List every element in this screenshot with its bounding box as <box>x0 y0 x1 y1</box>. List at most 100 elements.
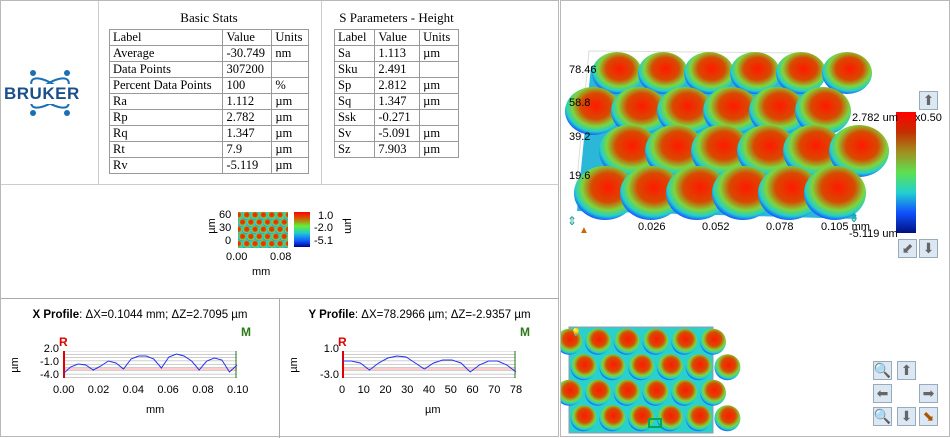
x-tick: 10 <box>357 384 370 396</box>
pan-right-button[interactable]: ➡ <box>919 384 938 403</box>
bump <box>666 166 728 220</box>
bump <box>783 125 843 177</box>
bump <box>656 354 683 381</box>
rotate-handle-icon[interactable]: ⇕ <box>567 214 578 228</box>
bump <box>804 166 866 220</box>
table-cell: µm <box>419 77 459 94</box>
table-cell: 1.113 <box>374 45 421 62</box>
x-axis-label: µm <box>425 404 441 416</box>
bump <box>684 52 734 94</box>
zoom-in-button[interactable]: 🔍 <box>873 361 892 380</box>
table-cell: 1.112 <box>222 93 273 110</box>
table-cell: Sku <box>333 61 376 78</box>
bump <box>714 405 741 432</box>
tilt-handle-icon[interactable]: ▲ <box>579 225 589 236</box>
table-cell <box>271 61 309 78</box>
table-cell: Sz <box>333 141 376 158</box>
bump <box>238 218 247 227</box>
height-map-thumbnail: µm 60 30 0 0.00 0.08 mm 1.0 -2.0 -5.1 µm <box>206 206 356 281</box>
bump <box>250 226 259 234</box>
table-cell: -0.271 <box>374 109 421 126</box>
y-tick: -1.0 <box>40 356 59 368</box>
3d-view-panel: 78.46 58.8 39.2 19.6 0.026 0.052 0.078 0… <box>560 0 950 437</box>
x-tick: 0.04 <box>122 384 145 396</box>
bump <box>574 166 636 220</box>
table-row: Sa 1.113 µm <box>333 45 459 62</box>
y-tick: 30 <box>219 222 232 234</box>
x-tick: 0.10 <box>227 384 249 396</box>
x-tick: 60 <box>466 384 479 396</box>
profile-title: Y Profile <box>308 309 355 321</box>
bump <box>700 328 726 355</box>
scale-down-button[interactable]: ⬇ <box>919 239 938 258</box>
reset-view-button[interactable]: ⬊ <box>919 407 938 426</box>
bump <box>656 405 683 432</box>
rotate-left-button[interactable]: ⬋ <box>898 239 917 258</box>
bump <box>685 405 712 432</box>
profile-info: : ΔX=0.1044 mm; ΔZ=2.7095 µm <box>79 309 248 321</box>
bump <box>645 125 705 177</box>
pan-down-button[interactable]: ⬇ <box>897 407 916 426</box>
table-cell: nm <box>271 45 309 62</box>
profile-line <box>342 355 517 373</box>
table-cell: µm <box>419 125 459 142</box>
table-header: Label Value Units <box>108 29 309 46</box>
table-row: Sku 2.491 <box>333 61 459 78</box>
s-params-table: Label Value Units Sa 1.113 µm Sku 2.491 Sp 2.812 µ… <box>333 29 459 158</box>
bump <box>254 218 263 227</box>
bump <box>822 52 872 94</box>
table-cell: 2.491 <box>374 61 421 78</box>
table-row: Ssk -0.271 <box>333 109 459 126</box>
bump <box>246 218 255 227</box>
x-tick: 70 <box>488 384 501 396</box>
bump <box>642 379 669 406</box>
mini-colorbar <box>294 212 310 247</box>
bump <box>238 212 242 220</box>
bump <box>271 218 280 227</box>
bump <box>795 87 851 135</box>
rotate-handle-right-icon[interactable]: ⇕ <box>849 211 860 225</box>
x-tick: 0.105 mm <box>821 221 870 233</box>
cb-tick: -5.1 <box>314 235 333 247</box>
light-icon[interactable]: 💡 <box>571 328 581 337</box>
table-cell: µm <box>271 125 309 142</box>
bump <box>613 379 640 406</box>
bump <box>238 240 242 248</box>
bump <box>691 125 751 177</box>
x-tick: 0.00 <box>53 384 75 396</box>
bump <box>242 240 251 248</box>
bump <box>271 233 280 242</box>
bump <box>250 240 259 248</box>
bump <box>279 218 288 227</box>
bump <box>259 226 267 234</box>
bump <box>592 52 642 94</box>
bump <box>685 354 712 381</box>
table-row: Rq 1.347 µm <box>108 125 309 142</box>
x-tick: 0.078 <box>766 221 794 233</box>
table-row: Sz 7.903 µm <box>333 141 459 158</box>
bump <box>279 233 288 242</box>
zoom-out-button[interactable]: 🔍 <box>873 407 892 426</box>
bump <box>613 328 640 355</box>
pan-up-button[interactable]: ⬆ <box>897 361 916 380</box>
column-header: Value <box>374 29 421 46</box>
profile-plot[interactable] <box>342 351 518 379</box>
s-params-title: S Parameters - Height <box>339 10 454 25</box>
pan-left-button[interactable]: ⬅ <box>873 384 892 403</box>
table-header: Label Value Units <box>333 29 459 46</box>
overview-viewport-marker[interactable] <box>648 418 662 428</box>
table-cell: 2.782 <box>222 109 273 126</box>
analysis-panel: BRUKER Basic Stats Label Value Units Averag… <box>0 0 559 438</box>
bump <box>254 233 263 242</box>
table-cell: Rp <box>108 109 224 126</box>
profile-plot[interactable] <box>63 351 239 379</box>
bump <box>611 87 667 135</box>
column-header: Value <box>222 29 273 46</box>
bump <box>620 166 682 220</box>
bump <box>584 328 611 355</box>
scale-up-button[interactable]: ⬆ <box>919 91 938 110</box>
bump <box>259 240 267 248</box>
bump <box>638 52 688 94</box>
x-tick: 50 <box>444 384 457 396</box>
table-cell: Average <box>108 45 224 62</box>
